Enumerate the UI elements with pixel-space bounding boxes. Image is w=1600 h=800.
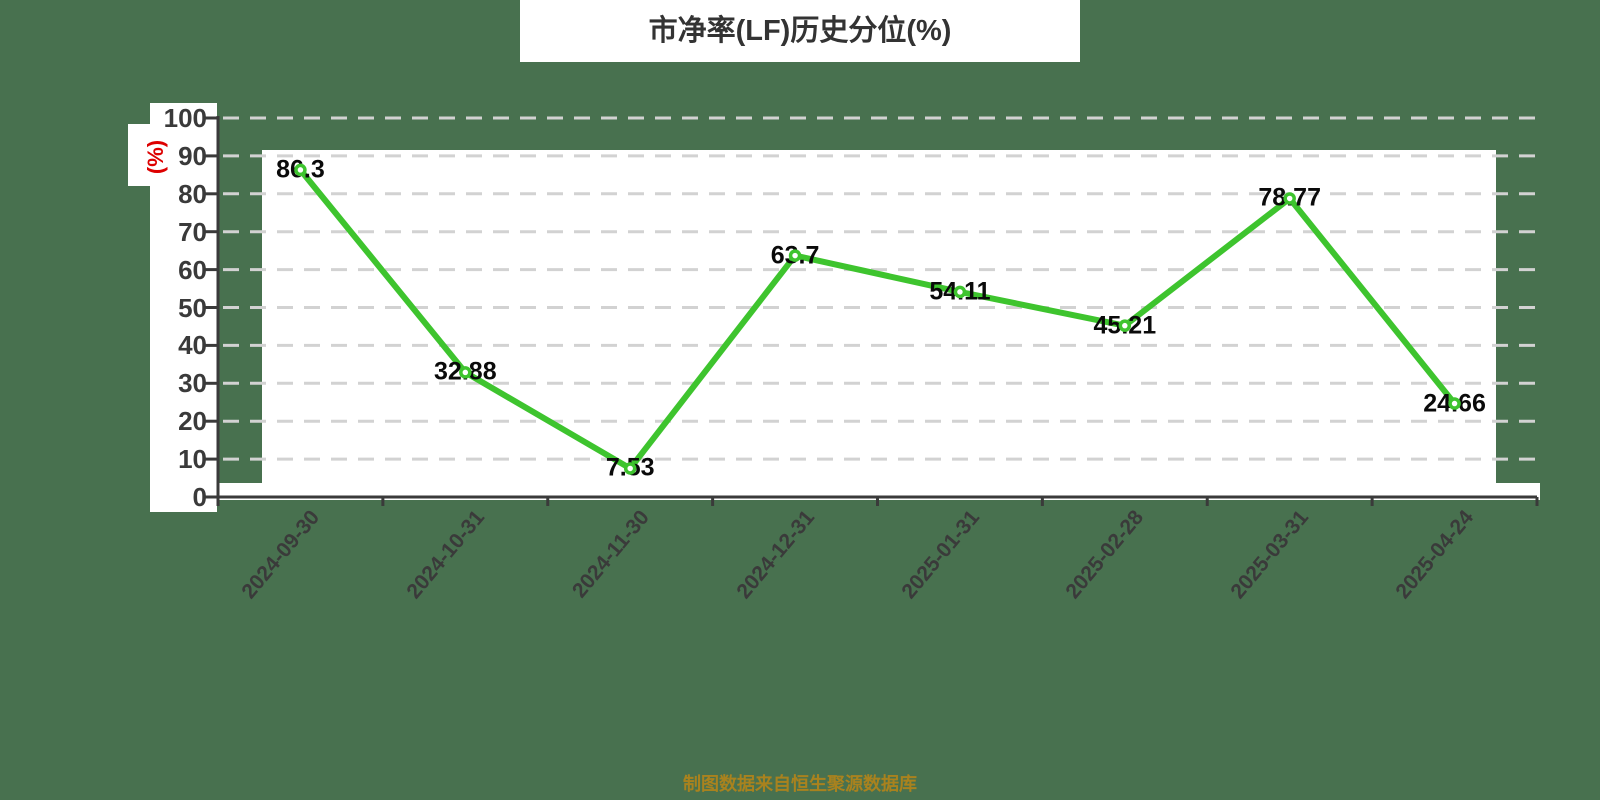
data-point[interactable]	[294, 163, 307, 177]
series-backdrop	[262, 150, 1496, 487]
data-point[interactable]	[459, 366, 472, 379]
data-point[interactable]	[953, 285, 967, 299]
y-axis-label: 100	[163, 103, 207, 133]
y-axis-label: 50	[178, 292, 207, 323]
chart-title: 市净率(LF)历史分位(%)	[648, 15, 952, 47]
series-line	[297, 166, 1458, 472]
data-point[interactable]	[1448, 397, 1461, 410]
unit-backdrop	[128, 124, 180, 186]
y-axis-label: 30	[178, 368, 207, 399]
y-axis-label: 60	[178, 254, 207, 285]
title-backdrop	[520, 0, 1080, 62]
y-axis-label: 80	[178, 178, 207, 209]
footer-note: 制图数据来自恒生聚源数据库	[683, 774, 917, 794]
data-point[interactable]	[623, 462, 637, 475]
y-axis-label: 70	[178, 216, 207, 247]
y-axis-label: 0	[192, 482, 207, 512]
data-point[interactable]	[1283, 192, 1296, 205]
data-point[interactable]	[1118, 319, 1132, 332]
y-axis-label: 40	[178, 330, 207, 361]
y-axis-label: 10	[178, 444, 207, 475]
y-axis-label: 90	[178, 140, 207, 171]
data-point[interactable]	[788, 249, 802, 262]
y-axis-label: 20	[178, 406, 207, 437]
